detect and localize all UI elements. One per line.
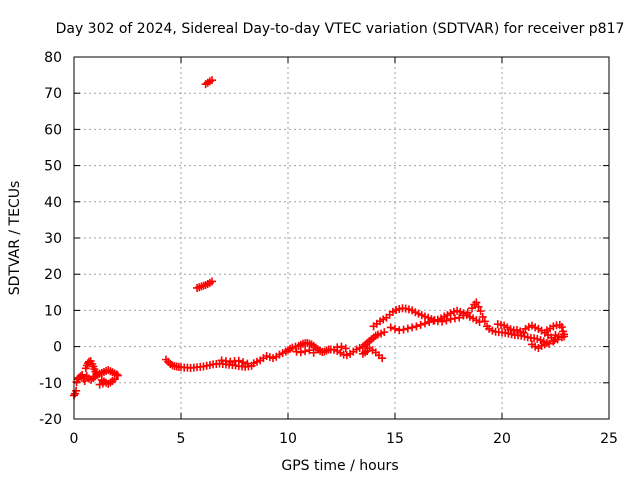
data-point [208, 277, 217, 286]
y-tick-label: 30 [44, 231, 62, 247]
axis-ticks: 0 5 10 15 20 25 -20 -10 0 10 20 30 40 50 60 70 80 [39, 50, 618, 447]
data-point [560, 332, 569, 341]
data-point [234, 356, 243, 365]
data-point [557, 323, 566, 332]
data-point [80, 376, 89, 385]
data-point [208, 76, 217, 85]
y-axis-label: SDTVAR / TECUs [7, 181, 23, 296]
x-tick-label: 10 [279, 431, 297, 447]
x-tick-label: 5 [177, 431, 186, 447]
data-point [425, 317, 434, 326]
data-point [399, 325, 408, 334]
y-tick-label: -10 [39, 376, 62, 392]
data-point [438, 317, 447, 326]
data-point [474, 302, 483, 311]
x-tick-label: 20 [493, 431, 511, 447]
x-tick-label: 15 [386, 431, 404, 447]
data-point [553, 335, 562, 344]
data-point [472, 298, 481, 307]
data-point [341, 344, 350, 353]
y-tick-label: -20 [39, 412, 62, 428]
data-point [380, 328, 389, 337]
x-tick-label: 25 [600, 431, 618, 447]
data-point [420, 319, 429, 328]
data-point [408, 323, 417, 332]
data-point [455, 313, 464, 322]
y-tick-label: 10 [44, 303, 62, 319]
data-point [78, 370, 87, 379]
y-tick-label: 20 [44, 267, 62, 283]
data-point [386, 323, 395, 332]
data-point [478, 312, 487, 321]
grid [74, 57, 609, 419]
y-tick-label: 0 [53, 340, 62, 356]
y-tick-label: 50 [44, 159, 62, 175]
data-point [442, 316, 451, 325]
data-point [403, 324, 412, 333]
data-point [363, 346, 372, 355]
x-axis-label: GPS time / hours [281, 458, 398, 474]
data-point [112, 370, 121, 379]
x-tick-label: 0 [70, 431, 79, 447]
data-point [545, 339, 554, 348]
chart-title: Day 302 of 2024, Sidereal Day-to-day VTE… [56, 21, 625, 37]
data-point [476, 307, 485, 316]
data-point [239, 358, 248, 367]
data-point [549, 337, 558, 346]
data-point [463, 308, 472, 317]
y-tick-label: 70 [44, 86, 62, 102]
data-point [98, 379, 107, 388]
data-point [412, 322, 421, 331]
data-point [378, 354, 387, 363]
plot-frame [73, 56, 610, 420]
y-tick-label: 40 [44, 195, 62, 211]
data-point [309, 348, 318, 357]
data-point [110, 375, 119, 384]
data-point [416, 320, 425, 329]
y-tick-label: 60 [44, 122, 62, 138]
data-point [459, 311, 468, 320]
data-point [337, 342, 346, 351]
data-points [70, 76, 569, 400]
data-point [301, 347, 310, 356]
data-point [296, 348, 305, 357]
data-point [72, 386, 81, 395]
data-point [480, 317, 489, 326]
data-point [391, 324, 399, 333]
y-tick-label: 80 [44, 50, 62, 66]
data-point [305, 346, 314, 355]
